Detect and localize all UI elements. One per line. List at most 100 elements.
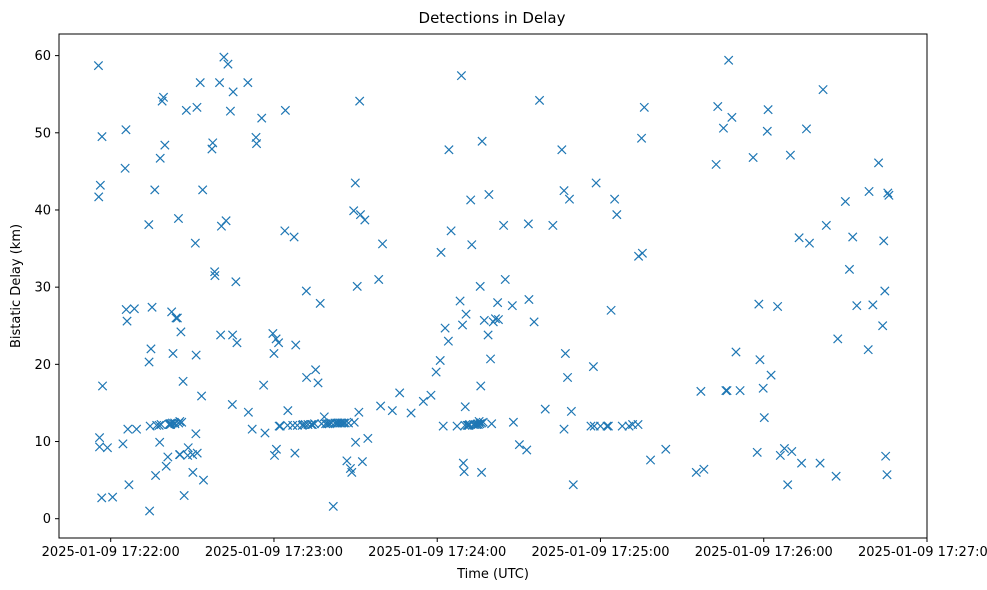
data-point <box>221 216 231 226</box>
data-point <box>271 444 282 454</box>
data-point <box>864 186 874 197</box>
data-point <box>208 138 218 148</box>
data-point <box>175 416 185 427</box>
data-point <box>377 239 388 249</box>
data-point <box>772 301 783 312</box>
plot-area-frame <box>58 33 928 539</box>
data-point <box>500 274 510 285</box>
data-point <box>163 452 173 462</box>
data-point <box>883 188 893 198</box>
y-tick-label: 10 <box>34 435 51 450</box>
data-point <box>775 450 785 461</box>
data-point <box>612 209 622 220</box>
data-point <box>124 480 134 490</box>
data-point <box>444 145 454 155</box>
data-point <box>484 189 494 200</box>
data-point <box>231 277 241 287</box>
data-point <box>322 419 333 429</box>
data-point <box>183 443 193 453</box>
data-point <box>713 101 723 112</box>
data-point <box>763 105 773 115</box>
data-point <box>144 357 154 367</box>
data-point <box>610 194 620 204</box>
data-markers <box>93 52 894 516</box>
data-point <box>94 192 104 202</box>
chart-title: Detections in Delay <box>419 9 566 27</box>
data-point <box>606 305 616 315</box>
data-point <box>466 195 476 205</box>
data-point <box>699 464 709 474</box>
data-point <box>223 59 233 69</box>
data-point <box>661 444 671 454</box>
data-point <box>514 439 525 450</box>
data-point <box>342 456 352 466</box>
data-point <box>524 294 534 305</box>
data-point <box>591 178 601 188</box>
data-point <box>457 320 468 330</box>
data-point <box>748 152 758 163</box>
data-point <box>301 286 311 296</box>
data-point <box>150 185 160 195</box>
data-point <box>251 138 262 149</box>
data-point <box>440 323 450 333</box>
data-point <box>158 92 169 102</box>
data-point <box>173 213 184 224</box>
data-point <box>144 506 155 516</box>
data-point <box>328 501 338 511</box>
data-point <box>476 418 487 428</box>
x-tick-label: 2025-01-09 17:27:00 <box>858 545 987 560</box>
data-point <box>617 421 627 431</box>
data-point <box>257 113 267 123</box>
y-tick-label: 60 <box>34 49 51 64</box>
data-point <box>355 209 366 220</box>
data-point <box>779 443 790 454</box>
data-point <box>120 163 130 173</box>
data-point <box>727 112 737 122</box>
data-point <box>191 350 201 360</box>
data-point <box>633 419 643 430</box>
data-point <box>603 421 613 431</box>
data-point <box>711 159 721 170</box>
data-point <box>94 433 105 443</box>
data-point <box>493 297 503 308</box>
data-point <box>349 417 359 427</box>
data-point <box>588 362 599 372</box>
data-point <box>210 267 220 277</box>
data-point <box>487 419 497 429</box>
data-point <box>474 416 484 427</box>
data-point <box>467 240 477 250</box>
data-point <box>586 421 596 431</box>
data-point <box>460 402 470 412</box>
data-point <box>269 450 280 461</box>
x-axis-ticks: 2025-01-09 17:22:00 2025-01-09 17:23:00 20… <box>42 538 987 560</box>
data-point <box>118 439 128 449</box>
data-point <box>190 238 200 248</box>
data-point <box>879 236 889 246</box>
data-point <box>228 87 238 97</box>
x-tick-label: 2025-01-09 17:23:00 <box>205 545 343 560</box>
data-point <box>283 406 293 416</box>
data-point <box>290 448 300 458</box>
data-point <box>192 448 202 458</box>
data-point <box>718 123 729 133</box>
data-point <box>150 470 161 481</box>
x-tick-label: 2025-01-09 17:26:00 <box>695 545 833 560</box>
data-point <box>268 328 278 339</box>
data-point <box>639 102 649 112</box>
data-point <box>475 281 485 292</box>
data-point <box>443 336 454 346</box>
data-point <box>219 52 229 62</box>
data-point <box>214 78 225 88</box>
data-point <box>310 365 321 375</box>
data-point <box>337 418 347 428</box>
data-point <box>307 419 317 430</box>
data-point <box>123 424 133 434</box>
data-point <box>636 133 647 143</box>
data-point <box>210 270 220 281</box>
y-tick-label: 30 <box>34 281 51 296</box>
data-point <box>863 345 873 355</box>
data-point <box>758 383 768 393</box>
data-point <box>759 412 769 423</box>
data-point <box>313 378 323 388</box>
data-point <box>498 220 509 231</box>
